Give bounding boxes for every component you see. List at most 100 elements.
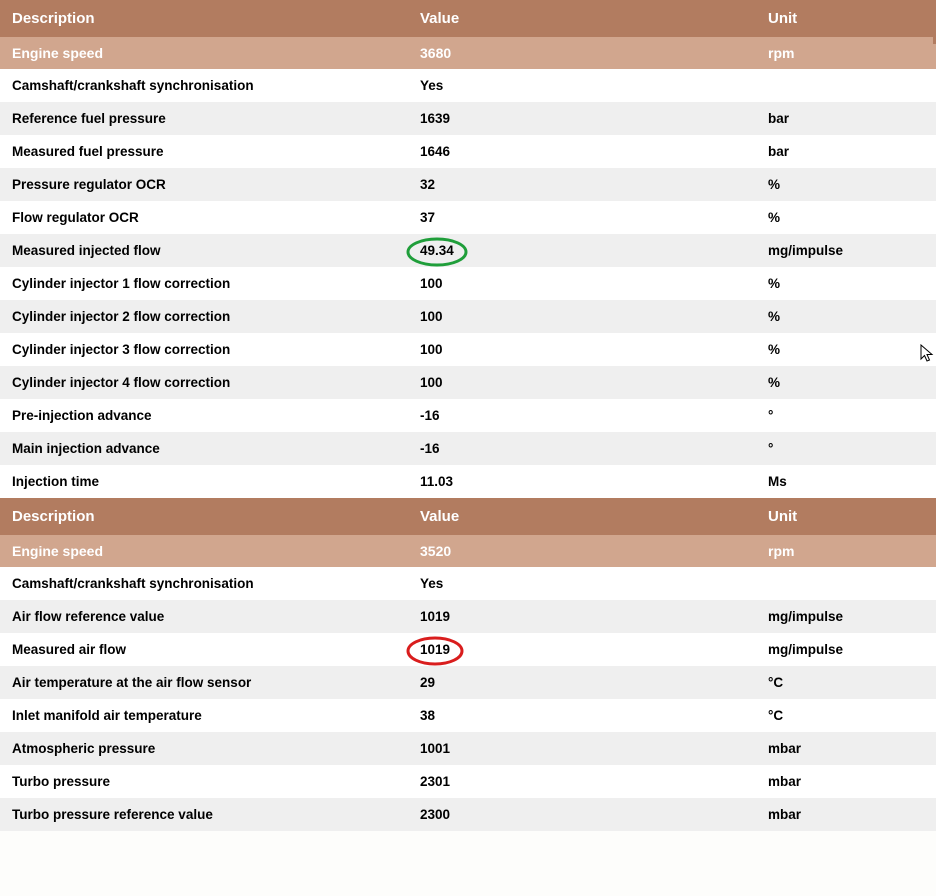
- cell-description: Pre-injection advance: [0, 399, 408, 432]
- cell-unit: %: [756, 267, 936, 300]
- cell-description: Air temperature at the air flow sensor: [0, 666, 408, 699]
- cell-value: 32: [408, 168, 756, 201]
- header-description: Description: [0, 0, 408, 37]
- table-row: Cylinder injector 3 flow correction100%: [0, 333, 936, 366]
- cell-unit: mg/impulse: [756, 234, 936, 267]
- table-row: Cylinder injector 2 flow correction100%: [0, 300, 936, 333]
- table-row: Cylinder injector 4 flow correction100%: [0, 366, 936, 399]
- cell-value: 49.34: [408, 234, 756, 267]
- highlighted-value: 1019: [420, 642, 450, 657]
- table-row: Air flow reference value1019mg/impulse: [0, 600, 936, 633]
- table-row: Measured air flow 1019 mg/impulse: [0, 633, 936, 666]
- cell-description: Cylinder injector 4 flow correction: [0, 366, 408, 399]
- cell-description: Injection time: [0, 465, 408, 498]
- cell-value: 29: [408, 666, 756, 699]
- cell-value: 100: [408, 333, 756, 366]
- table-row: Injection time11.03Ms: [0, 465, 936, 498]
- table-row: Cylinder injector 1 flow correction100%: [0, 267, 936, 300]
- cell-value: 1001: [408, 732, 756, 765]
- table-row: Pressure regulator OCR32%: [0, 168, 936, 201]
- cell-unit: %: [756, 168, 936, 201]
- table-row: Air temperature at the air flow sensor29…: [0, 666, 936, 699]
- cell-unit: %: [756, 201, 936, 234]
- cell-unit: %: [756, 300, 936, 333]
- cell-value: 100: [408, 300, 756, 333]
- table-row: Turbo pressure reference value2300mbar: [0, 798, 936, 831]
- table-row: Camshaft/crankshaft synchronisationYes: [0, 567, 936, 600]
- cell-unit: [756, 567, 936, 600]
- table-subheader-row: Engine speed3680rpm: [0, 37, 936, 69]
- cell-unit: bar: [756, 135, 936, 168]
- subheader-value: 3520: [408, 535, 756, 567]
- table-row: Camshaft/crankshaft synchronisationYes: [0, 69, 936, 102]
- cell-unit: Ms: [756, 465, 936, 498]
- table-header-row: Description Value Unit: [0, 0, 936, 37]
- table-row: Flow regulator OCR37%: [0, 201, 936, 234]
- subheader-desc: Engine speed: [0, 535, 408, 567]
- cell-unit: %: [756, 366, 936, 399]
- cell-description: Inlet manifold air temperature: [0, 699, 408, 732]
- cell-value: 100: [408, 267, 756, 300]
- cell-description: Measured air flow: [0, 633, 408, 666]
- cell-description: Turbo pressure reference value: [0, 798, 408, 831]
- cell-unit: %: [756, 333, 936, 366]
- cell-value: -16: [408, 432, 756, 465]
- diagnostic-table-2: Description Value Unit Engine speed3520r…: [0, 498, 936, 831]
- cell-description: Cylinder injector 2 flow correction: [0, 300, 408, 333]
- cell-description: Flow regulator OCR: [0, 201, 408, 234]
- cell-value: 37: [408, 201, 756, 234]
- cell-value: 1019: [408, 633, 756, 666]
- cell-description: Measured fuel pressure: [0, 135, 408, 168]
- cell-unit: mbar: [756, 732, 936, 765]
- cell-unit: bar: [756, 102, 936, 135]
- subheader-desc: Engine speed: [0, 37, 408, 69]
- cell-description: Measured injected flow: [0, 234, 408, 267]
- table-row: Inlet manifold air temperature38°C: [0, 699, 936, 732]
- cell-description: Air flow reference value: [0, 600, 408, 633]
- table-header-row: Description Value Unit: [0, 498, 936, 535]
- table-row: Measured injected flow 49.34 mg/impulse: [0, 234, 936, 267]
- cell-unit: °: [756, 399, 936, 432]
- cell-value: 1646: [408, 135, 756, 168]
- subheader-value: 3680: [408, 37, 756, 69]
- cell-value-text: 49.34: [420, 243, 454, 258]
- cell-value: -16: [408, 399, 756, 432]
- cell-description: Atmospheric pressure: [0, 732, 408, 765]
- table-row: Reference fuel pressure1639bar: [0, 102, 936, 135]
- cell-description: Pressure regulator OCR: [0, 168, 408, 201]
- cell-value: 100: [408, 366, 756, 399]
- cell-description: Camshaft/crankshaft synchronisation: [0, 69, 408, 102]
- cell-value: Yes: [408, 69, 756, 102]
- cell-description: Reference fuel pressure: [0, 102, 408, 135]
- cell-value: 2301: [408, 765, 756, 798]
- table-row: Measured fuel pressure1646bar: [0, 135, 936, 168]
- highlighted-value: 49.34: [420, 243, 454, 258]
- subheader-unit: rpm: [756, 37, 936, 69]
- cell-unit: [756, 69, 936, 102]
- table-row: Main injection advance-16°: [0, 432, 936, 465]
- table-subheader-row: Engine speed3520rpm: [0, 535, 936, 567]
- cell-unit: mbar: [756, 798, 936, 831]
- subheader-unit: rpm: [756, 535, 936, 567]
- cell-value: 1019: [408, 600, 756, 633]
- diagnostic-tables: Description Value Unit Engine speed3680r…: [0, 0, 936, 831]
- cell-unit: °: [756, 432, 936, 465]
- table-row: Pre-injection advance-16°: [0, 399, 936, 432]
- cell-value: 38: [408, 699, 756, 732]
- cell-value: 1639: [408, 102, 756, 135]
- cell-unit: mg/impulse: [756, 633, 936, 666]
- table-row: Atmospheric pressure1001mbar: [0, 732, 936, 765]
- cell-unit: mg/impulse: [756, 600, 936, 633]
- cell-unit: °C: [756, 699, 936, 732]
- cell-unit: mbar: [756, 765, 936, 798]
- header-value: Value: [408, 0, 756, 37]
- header-description: Description: [0, 498, 408, 535]
- header-unit: Unit: [756, 498, 936, 535]
- cell-description: Main injection advance: [0, 432, 408, 465]
- cell-description: Turbo pressure: [0, 765, 408, 798]
- table-row: Turbo pressure2301mbar: [0, 765, 936, 798]
- cell-description: Cylinder injector 1 flow correction: [0, 267, 408, 300]
- cell-value: Yes: [408, 567, 756, 600]
- cell-value: 2300: [408, 798, 756, 831]
- cell-unit: °C: [756, 666, 936, 699]
